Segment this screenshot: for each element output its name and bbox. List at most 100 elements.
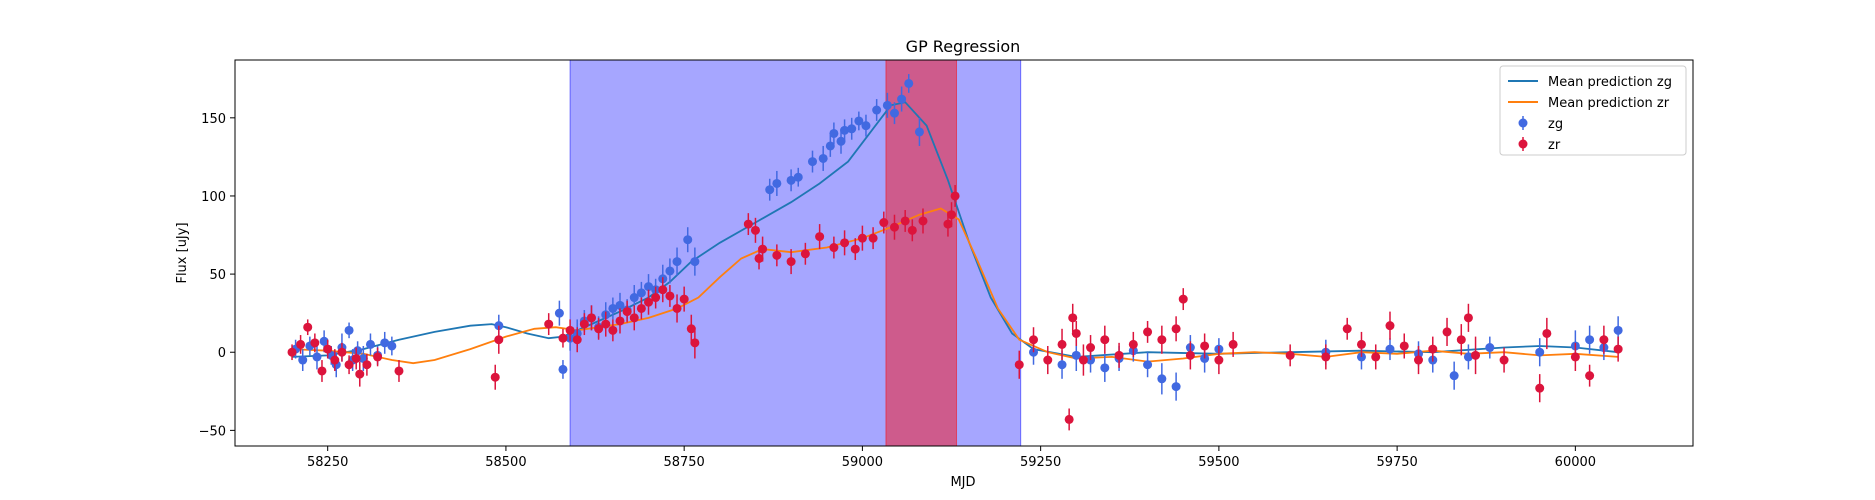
x-tick-label: 58500 (485, 455, 526, 470)
data-point-zr (1185, 350, 1195, 360)
data-point-zr (1114, 350, 1124, 360)
data-point-zr (558, 333, 568, 343)
data-point-zg (847, 124, 857, 134)
data-point-zr (1029, 335, 1039, 345)
plot-frame (234, 59, 1694, 447)
data-point-zr (900, 216, 910, 226)
data-point-zr (1371, 352, 1381, 362)
x-tick-label: 59250 (1020, 455, 1061, 470)
x-tick-label: 59000 (842, 455, 883, 470)
data-point-zg (558, 364, 568, 374)
data-point-zr (586, 313, 596, 323)
data-point-zr (351, 353, 361, 363)
data-point-zr (679, 294, 689, 304)
data-point-zg (554, 308, 564, 318)
data-point-zr (947, 210, 957, 220)
data-point-zr (1171, 324, 1181, 334)
data-point-zg (786, 175, 796, 185)
data-point-zg (897, 94, 907, 104)
x-tick-label: 59500 (1198, 455, 1239, 470)
data-point-zg (672, 257, 682, 267)
data-point-zr (665, 291, 675, 301)
data-point-zr (608, 325, 618, 335)
data-point-zr (323, 344, 333, 354)
data-point-zr (815, 232, 825, 242)
data-point-zr (1043, 355, 1053, 365)
data-point-zr (355, 369, 365, 379)
data-point-zr (1385, 321, 1395, 331)
data-point-zg (1613, 325, 1623, 335)
data-point-zr (1428, 344, 1438, 354)
legend-marker-swatch (1518, 139, 1528, 149)
data-point-zr (1599, 335, 1609, 345)
data-point-zr (658, 285, 668, 295)
y-tick-label: −50 (199, 424, 226, 439)
data-point-zr (690, 338, 700, 348)
data-point-zg (683, 235, 693, 245)
data-point-zg (836, 136, 846, 146)
data-point-zr (394, 366, 404, 376)
data-point-zg (1143, 360, 1153, 370)
data-point-zg (872, 105, 882, 115)
data-point-zr (636, 303, 646, 313)
data-point-zr (337, 347, 347, 357)
data-point-zr (1057, 339, 1067, 349)
data-point-zg (807, 157, 817, 167)
data-point-zr (303, 322, 313, 332)
data-point-zr (1071, 328, 1081, 338)
data-point-zr (1228, 339, 1238, 349)
data-point-zr (317, 366, 327, 376)
data-point-zg (1157, 374, 1167, 384)
data-point-zr (1471, 350, 1481, 360)
data-point-zr (594, 324, 604, 334)
data-point-zg (608, 303, 618, 313)
y-tick-label: 100 (201, 190, 226, 205)
data-point-zr (1086, 343, 1096, 353)
data-point-zr (572, 335, 582, 345)
data-point-zg (1449, 371, 1459, 381)
data-point-zg (825, 141, 835, 151)
data-point-zr (1128, 339, 1138, 349)
data-point-zg (636, 288, 646, 298)
data-point-zg (1485, 343, 1495, 353)
x-tick-label: 58750 (663, 455, 704, 470)
data-point-zr (1613, 344, 1623, 354)
data-point-zr (601, 319, 611, 329)
data-point-zr (1342, 324, 1352, 334)
data-point-zr (1100, 335, 1110, 345)
data-point-zr (758, 244, 768, 254)
data-point-zg (882, 100, 892, 110)
data-point-zg (1535, 347, 1545, 357)
legend: Mean prediction zg Mean prediction zr zg zr (1499, 65, 1687, 156)
data-point-zg (914, 127, 924, 137)
data-point-zr (1178, 294, 1188, 304)
data-point-zg (312, 352, 322, 362)
plot-area (287, 60, 1623, 446)
data-point-zr (672, 303, 682, 313)
legend-label: zg (1548, 117, 1563, 132)
data-point-zr (1014, 360, 1024, 370)
data-point-zr (615, 316, 625, 326)
data-point-zr (1456, 335, 1466, 345)
data-point-zg (319, 336, 329, 346)
data-point-zr (644, 297, 654, 307)
data-point-zr (1321, 352, 1331, 362)
data-point-zr (1542, 328, 1552, 338)
data-point-zr (743, 219, 753, 229)
data-point-zr (1143, 327, 1153, 337)
y-tick-label: 150 (201, 112, 226, 127)
data-point-zr (1068, 313, 1078, 323)
data-point-zg (353, 346, 363, 356)
data-point-zg (854, 116, 864, 126)
data-point-zg (829, 128, 839, 138)
data-point-zr (907, 225, 917, 235)
data-point-zr (1414, 355, 1424, 365)
data-point-zr (772, 250, 782, 260)
data-point-zr (750, 225, 760, 235)
y-tick-label: 50 (209, 268, 226, 283)
data-point-zg (615, 300, 625, 310)
x-tick-label: 59750 (1376, 455, 1417, 470)
data-point-zg (690, 257, 700, 267)
legend-marker-swatch (1518, 118, 1528, 128)
data-point-zr (344, 360, 354, 370)
